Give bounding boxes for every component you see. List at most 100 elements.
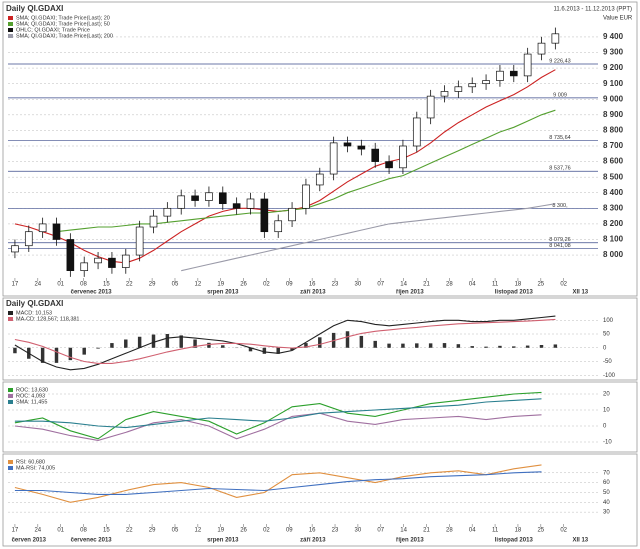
histogram-bar	[40, 347, 45, 363]
candle-body	[537, 42, 546, 55]
legend-swatch	[8, 28, 13, 32]
legend-label: SMA; QI.GDAXI; Trade Price(Last); 200	[16, 33, 113, 39]
histogram-bar	[68, 347, 73, 361]
x-tick-label: 24	[34, 528, 41, 534]
x-tick-label: 28	[446, 528, 453, 534]
histogram-bar	[207, 342, 211, 348]
histogram-bar	[13, 347, 17, 354]
legend-swatch	[8, 466, 13, 470]
x-tick-label: 22	[126, 282, 133, 288]
x-tick-label: 02	[560, 528, 567, 534]
candle-body	[468, 83, 477, 88]
y-tick-label: 70	[603, 470, 610, 476]
y-tick-label: 50	[603, 490, 610, 496]
candle-body	[66, 239, 75, 272]
panel-title: Daily QI.GDAXI	[6, 299, 63, 308]
candle-body	[315, 173, 324, 186]
candle-body	[11, 245, 19, 253]
histogram-bar	[124, 339, 128, 348]
histogram-bar	[456, 344, 461, 348]
month-label: červen 2013	[12, 538, 47, 544]
x-tick-label: 14	[400, 528, 407, 534]
x-tick-label: 16	[309, 282, 316, 288]
candle-body	[108, 257, 116, 268]
x-tick-label: 17	[12, 282, 19, 288]
y-tick-label: -50	[603, 359, 612, 365]
candle-body	[24, 231, 33, 247]
x-tick-label: 11	[492, 528, 499, 534]
month-label: listopad 2013	[495, 538, 534, 544]
candle-body	[371, 148, 380, 162]
legend-label: OHLC; QI.GDAXI; Trade Price	[16, 27, 90, 33]
month-label: srpen 2013	[207, 290, 239, 296]
x-tick-label: 04	[469, 528, 476, 534]
x-tick-label: 07	[377, 282, 384, 288]
x-tick-label: 02	[263, 528, 270, 534]
x-tick-label: 02	[560, 282, 567, 288]
x-tick-label: 29	[149, 528, 156, 534]
candle-body	[412, 117, 421, 147]
y-tick-label: 8 200	[603, 219, 624, 228]
histogram-bar	[304, 343, 308, 348]
series-line	[14, 391, 542, 440]
histogram-bar	[165, 334, 170, 348]
x-tick-label: 08	[80, 528, 87, 534]
legend-swatch	[8, 317, 13, 321]
legend-swatch	[8, 460, 13, 464]
histogram-bar	[359, 335, 364, 348]
x-tick-label: 01	[57, 528, 64, 534]
histogram-bar	[248, 347, 253, 352]
candle-body	[246, 198, 255, 209]
series-line	[14, 471, 542, 495]
candle-body	[482, 80, 490, 85]
x-tick-label: 21	[423, 528, 430, 534]
legend-label: SMA; QI.GDAXI; Trade Price(Last); 20	[16, 15, 110, 21]
x-tick-label: 25	[537, 282, 544, 288]
histogram-bar	[262, 347, 267, 354]
histogram-bar	[498, 345, 502, 348]
candle-body	[302, 184, 310, 209]
y-tick-label: 0	[603, 345, 607, 351]
candle-body	[496, 70, 504, 81]
x-tick-label: 23	[332, 528, 339, 534]
y-tick-label: -10	[603, 440, 612, 446]
y-tick-label: 50	[603, 332, 610, 338]
month-label: září 2013	[300, 538, 326, 544]
candle-body	[94, 257, 102, 264]
x-tick-label: 15	[103, 282, 110, 288]
histogram-bar	[318, 337, 322, 348]
candle-body	[177, 195, 186, 209]
candle-body	[399, 145, 407, 169]
x-tick-label: 21	[423, 282, 430, 288]
x-tick-label: 29	[149, 282, 156, 288]
y-tick-label: 9 200	[603, 63, 624, 72]
candle-body	[80, 262, 89, 272]
month-label: srpen 2013	[207, 538, 239, 544]
month-label: XII 13	[572, 538, 588, 544]
y-tick-label: 9 300	[603, 48, 624, 57]
histogram-bar	[539, 345, 544, 348]
histogram-bar	[193, 339, 197, 348]
month-label: říjen 2013	[396, 290, 424, 296]
x-tick-label: 25	[537, 528, 544, 534]
legend-swatch	[8, 16, 13, 20]
y-tick-label: 8 600	[603, 157, 624, 166]
x-tick-label: 05	[172, 528, 179, 534]
x-tick-label: 09	[286, 528, 293, 534]
x-tick-label: 07	[377, 528, 384, 534]
legend-label: ROC: 4,093	[16, 393, 45, 399]
candle-body	[357, 145, 366, 150]
histogram-bar	[179, 335, 183, 348]
legend-label: RSI: 60,680	[16, 459, 45, 465]
x-tick-label: 30	[355, 282, 362, 288]
level-label: 8 735,64	[549, 135, 570, 141]
histogram-bar	[96, 347, 100, 349]
histogram-bar	[553, 344, 558, 348]
y-tick-label: 9 100	[603, 79, 624, 88]
candle-body	[551, 33, 560, 44]
y-tick-label: 0	[603, 424, 607, 430]
candle-body	[509, 70, 518, 77]
candle-body	[52, 223, 61, 240]
legend-swatch	[8, 22, 13, 26]
month-label: listopad 2013	[495, 290, 534, 296]
